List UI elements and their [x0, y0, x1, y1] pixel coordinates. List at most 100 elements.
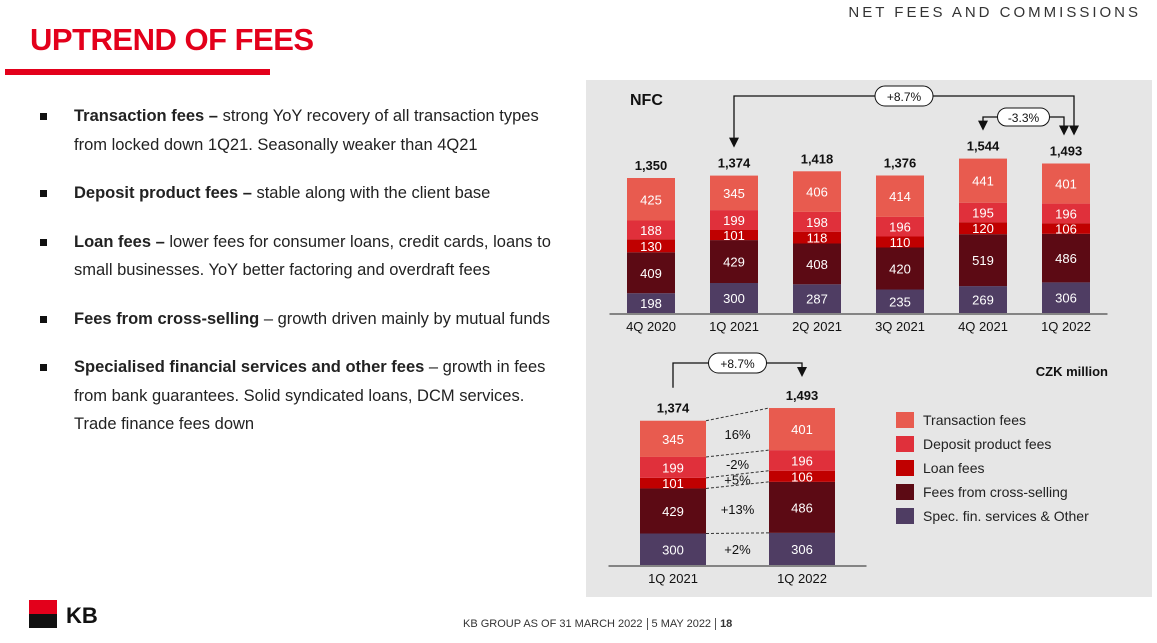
data-label: 199	[723, 213, 745, 228]
bar-segment	[876, 236, 924, 248]
tick-label: 4Q 2020	[626, 319, 676, 334]
bar-segment	[1042, 233, 1090, 283]
bar-segment	[959, 158, 1007, 203]
bullet-text: stable along with the client base	[251, 184, 491, 202]
footer-source: KB GROUP AS OF 31 MARCH 2022	[463, 618, 643, 630]
bullet-bold: Transaction fees –	[74, 107, 218, 125]
chart-panel: NFC 198 409 130 188 425 1,350 4Q 2020 300 429 101 1…	[586, 80, 1152, 597]
bar-segment	[793, 171, 841, 212]
data-label: 486	[1055, 251, 1077, 266]
section-title: NET FEES AND COMMISSIONS	[848, 4, 1141, 21]
bar-segment	[627, 220, 675, 240]
bar-segment	[876, 247, 924, 290]
bullet-icon	[40, 190, 47, 197]
data-label: 110	[890, 235, 911, 250]
bullet-item: Transaction fees – strong YoY recovery o…	[38, 102, 568, 159]
kb-logo: KB	[29, 600, 119, 637]
legend-swatch	[896, 508, 914, 524]
bullet-icon	[40, 113, 47, 120]
total-label: 1,418	[801, 151, 834, 166]
bullet-bold: Loan fees –	[74, 232, 165, 251]
data-label: 406	[806, 185, 828, 200]
data-label: 198	[640, 296, 662, 311]
change-percent: +13%	[721, 502, 755, 517]
data-label: 345	[723, 186, 745, 201]
bullet-bold: Specialised financial services and other…	[74, 358, 425, 376]
tick-label: 1Q 2021	[648, 571, 698, 586]
bar-segment	[793, 231, 841, 244]
tick-label: 1Q 2022	[777, 571, 827, 586]
total-label: 1,350	[635, 158, 668, 173]
data-label: 188	[640, 223, 662, 238]
connector-line	[705, 481, 770, 489]
bar-segment	[769, 481, 835, 533]
bar-segment	[793, 243, 841, 285]
data-label: 235	[889, 294, 911, 309]
connector-line	[705, 532, 770, 534]
bar-segment	[793, 284, 841, 313]
bar-segment	[959, 234, 1007, 287]
data-label: 429	[662, 504, 684, 519]
legend-label: Fees from cross-selling	[923, 484, 1068, 500]
change-percent: +2%	[724, 542, 751, 557]
data-label: 486	[791, 500, 813, 515]
data-label: 130	[640, 239, 662, 254]
data-label: 441	[972, 174, 994, 189]
legend-label: Deposit product fees	[923, 436, 1051, 452]
bar-segment	[627, 293, 675, 313]
tick-label: 4Q 2021	[958, 319, 1008, 334]
bar-segment	[793, 211, 841, 232]
data-label: 401	[1055, 177, 1077, 192]
growth-label: +8.7%	[720, 357, 755, 371]
bullet-text: – growth driven mainly by mutual funds	[259, 309, 550, 328]
data-label: 420	[889, 262, 911, 277]
connector-line	[705, 449, 770, 458]
tick-label: 2Q 2021	[792, 319, 842, 334]
bar-segment	[1042, 203, 1090, 224]
connector-line	[705, 470, 770, 479]
legend-label: Transaction fees	[923, 412, 1026, 428]
bar-segment	[640, 420, 706, 457]
data-label: 196	[791, 453, 813, 468]
bar-segment	[710, 283, 758, 313]
tick-label: 1Q 2021	[709, 319, 759, 334]
bullet-item: Loan fees – lower fees for consumer loan…	[38, 228, 568, 285]
arrow-head-icon	[978, 120, 988, 131]
growth-badge	[874, 85, 934, 107]
bullet-icon	[40, 364, 47, 371]
bar-segment	[627, 239, 675, 253]
total-label: 1,493	[1050, 144, 1083, 159]
unit-label: CZK million	[1036, 364, 1108, 379]
page-title: UPTREND OF FEES	[30, 22, 314, 57]
legend-swatch	[896, 436, 914, 452]
data-label: 300	[662, 542, 684, 557]
bar-segment	[959, 222, 1007, 235]
bar-segment	[1042, 163, 1090, 204]
bar-segment	[640, 477, 706, 489]
data-label: 106	[1055, 222, 1077, 237]
bar-segment	[769, 450, 835, 471]
data-label: 196	[1055, 206, 1077, 221]
change-percent: 16%	[724, 427, 750, 442]
data-label: 429	[723, 255, 745, 270]
footer-date: 5 MAY 2022	[651, 618, 712, 630]
bar-segment	[627, 252, 675, 294]
data-label: 196	[889, 220, 911, 235]
change-label: -3.3%	[1008, 111, 1040, 125]
data-label: 101	[723, 228, 745, 243]
bar-segment	[640, 488, 706, 534]
tick-label: 3Q 2021	[875, 319, 925, 334]
bar-segment	[1042, 223, 1090, 234]
bullet-text: lower fees for consumer loans, credit ca…	[74, 232, 551, 280]
bar-segment	[710, 230, 758, 241]
bullet-item: Deposit product fees – stable along with…	[38, 179, 568, 208]
data-label: 269	[972, 293, 994, 308]
data-label: 306	[791, 542, 813, 557]
footer-separator	[715, 618, 717, 631]
bullet-icon	[40, 315, 47, 323]
data-label: 118	[807, 231, 828, 246]
total-label: 1,376	[884, 156, 917, 171]
footer-separator	[646, 618, 648, 631]
bar-segment	[959, 202, 1007, 223]
